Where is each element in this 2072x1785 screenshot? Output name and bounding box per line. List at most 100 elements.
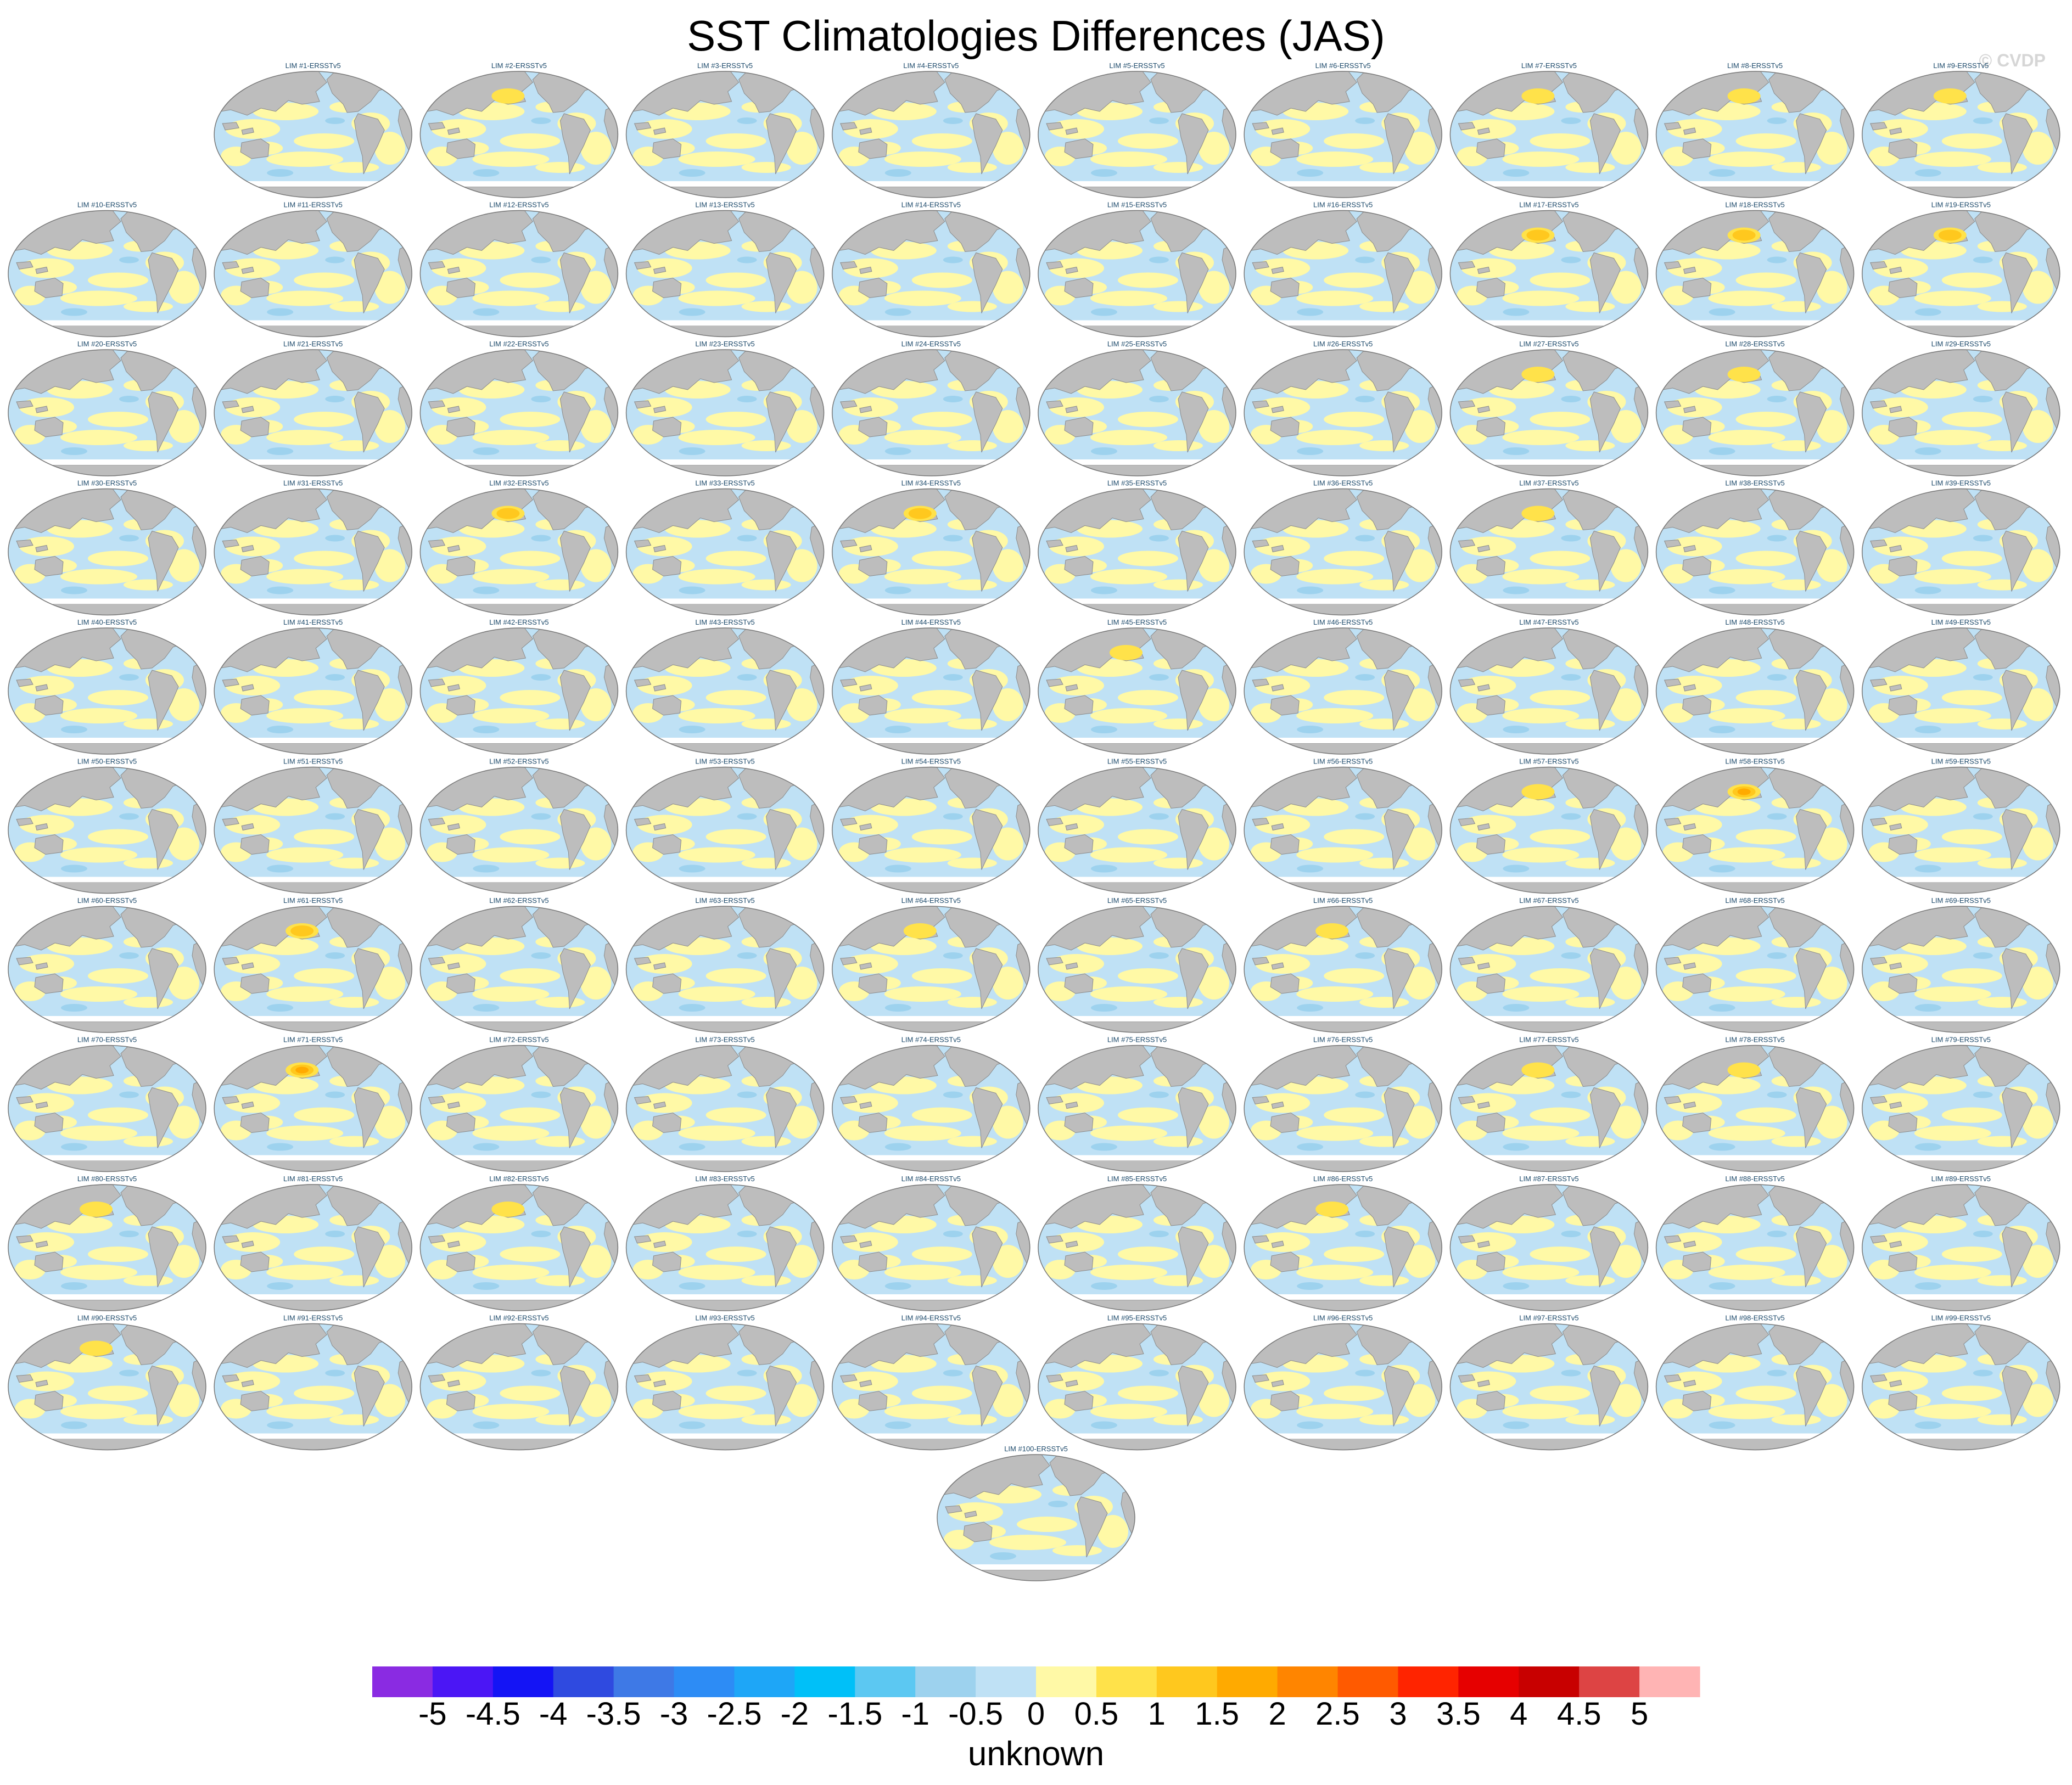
world-map — [832, 628, 1030, 754]
panel-title: LIM #62-ERSSTv5 — [489, 896, 548, 905]
panel-title: LIM #82-ERSSTv5 — [489, 1175, 548, 1183]
map-panel: LIM #1-ERSSTv5 — [214, 61, 412, 198]
warm-anomaly — [1521, 784, 1555, 800]
world-map — [1038, 1324, 1236, 1450]
map-panel: LIM #76-ERSSTv5 — [1244, 1036, 1442, 1172]
world-map — [214, 906, 412, 1032]
map-panel: LIM #40-ERSSTv5 — [8, 618, 206, 754]
world-map — [1862, 1046, 2060, 1172]
colorbar-tick-label: 3 — [1389, 1696, 1407, 1732]
warm-anomaly — [1521, 367, 1555, 382]
world-map — [1244, 767, 1442, 894]
map-panel: LIM #68-ERSSTv5 — [1656, 896, 1854, 1032]
world-map — [1862, 767, 2060, 894]
panel-title: LIM #12-ERSSTv5 — [489, 201, 548, 209]
map-panel: LIM #52-ERSSTv5 — [420, 757, 618, 894]
panel-title: LIM #42-ERSSTv5 — [489, 618, 548, 626]
world-map — [1038, 1046, 1236, 1172]
colorbar-box — [432, 1666, 494, 1697]
panel-title: LIM #6-ERSSTv5 — [1315, 61, 1371, 70]
map-panel: LIM #85-ERSSTv5 — [1038, 1175, 1236, 1311]
map-panel: LIM #33-ERSSTv5 — [626, 479, 824, 615]
warm-anomaly — [1938, 229, 1962, 241]
panel-title: LIM #23-ERSSTv5 — [695, 340, 754, 348]
world-map — [1450, 489, 1648, 615]
warm-anomaly — [1315, 1202, 1349, 1217]
panel-title: LIM #69-ERSSTv5 — [1931, 896, 1991, 905]
world-map — [1656, 1185, 1854, 1311]
world-map — [1450, 1324, 1648, 1450]
map-panel: LIM #27-ERSSTv5 — [1450, 340, 1648, 476]
map-panel: LIM #62-ERSSTv5 — [420, 896, 618, 1032]
panel-title: LIM #86-ERSSTv5 — [1313, 1175, 1373, 1183]
panel-title: LIM #87-ERSSTv5 — [1519, 1175, 1578, 1183]
world-map — [1656, 489, 1854, 615]
map-panel: LIM #53-ERSSTv5 — [626, 757, 824, 894]
panel-title: LIM #32-ERSSTv5 — [489, 479, 548, 487]
map-panel: LIM #87-ERSSTv5 — [1450, 1175, 1648, 1311]
world-map — [1862, 211, 2060, 337]
colorbar-box — [613, 1666, 675, 1697]
panel-title: LIM #85-ERSSTv5 — [1107, 1175, 1167, 1183]
world-map — [1450, 211, 1648, 337]
colorbar-tick-label: 1 — [1148, 1696, 1166, 1732]
panel-title: LIM #73-ERSSTv5 — [695, 1036, 754, 1044]
panel-title: LIM #51-ERSSTv5 — [283, 757, 343, 766]
colorbar-tick-label: -3 — [660, 1696, 688, 1732]
world-map — [1038, 71, 1236, 198]
colorbar-box — [976, 1666, 1037, 1697]
world-map — [832, 350, 1030, 476]
colorbar-tick-label: 1.5 — [1195, 1696, 1239, 1732]
panel-title: LIM #77-ERSSTv5 — [1519, 1036, 1578, 1044]
map-panel: LIM #91-ERSSTv5 — [214, 1314, 412, 1450]
warm-anomaly — [1315, 923, 1349, 939]
world-map — [1656, 71, 1854, 198]
world-map — [8, 906, 206, 1032]
panel-title: LIM #84-ERSSTv5 — [901, 1175, 961, 1183]
map-panel: LIM #46-ERSSTv5 — [1244, 618, 1442, 754]
warm-anomaly — [1110, 645, 1143, 660]
panel-title: LIM #95-ERSSTv5 — [1107, 1314, 1167, 1322]
world-map — [1450, 71, 1648, 198]
map-panel: LIM #72-ERSSTv5 — [420, 1036, 618, 1172]
panel-title: LIM #28-ERSSTv5 — [1725, 340, 1784, 348]
panel-title: LIM #8-ERSSTv5 — [1727, 61, 1783, 70]
map-panel: LIM #2-ERSSTv5 — [420, 61, 618, 198]
panel-title: LIM #98-ERSSTv5 — [1725, 1314, 1784, 1322]
map-panel: LIM #99-ERSSTv5 — [1862, 1314, 2060, 1450]
map-panel: LIM #65-ERSSTv5 — [1038, 896, 1236, 1032]
panel-title: LIM #49-ERSSTv5 — [1931, 618, 1991, 626]
map-panel: LIM #11-ERSSTv5 — [214, 201, 412, 337]
map-panel: LIM #41-ERSSTv5 — [214, 618, 412, 754]
panel-title: LIM #22-ERSSTv5 — [489, 340, 548, 348]
world-map — [1038, 767, 1236, 894]
colorbar-tick-label: -0.5 — [948, 1696, 1003, 1732]
map-panel: LIM #14-ERSSTv5 — [832, 201, 1030, 337]
panel-title: LIM #37-ERSSTv5 — [1519, 479, 1578, 487]
map-panel: LIM #82-ERSSTv5 — [420, 1175, 618, 1311]
world-map — [832, 1324, 1030, 1450]
world-map — [214, 767, 412, 894]
world-map — [1244, 211, 1442, 337]
panel-title: LIM #83-ERSSTv5 — [695, 1175, 754, 1183]
map-panel: LIM #43-ERSSTv5 — [626, 618, 824, 754]
map-panel: LIM #9-ERSSTv5 — [1862, 61, 2060, 198]
map-panel: LIM #25-ERSSTv5 — [1038, 340, 1236, 476]
panel-title: LIM #93-ERSSTv5 — [695, 1314, 754, 1322]
world-map — [420, 489, 618, 615]
panel-title: LIM #21-ERSSTv5 — [283, 340, 343, 348]
panel-title: LIM #39-ERSSTv5 — [1931, 479, 1991, 487]
panel-title: LIM #36-ERSSTv5 — [1313, 479, 1373, 487]
map-panel: LIM #57-ERSSTv5 — [1450, 757, 1648, 894]
panel-title: LIM #55-ERSSTv5 — [1107, 757, 1167, 766]
world-map — [420, 628, 618, 754]
map-panel: LIM #28-ERSSTv5 — [1656, 340, 1854, 476]
world-map — [8, 489, 206, 615]
panel-title: LIM #2-ERSSTv5 — [491, 61, 547, 70]
map-panel: LIM #75-ERSSTv5 — [1038, 1036, 1236, 1172]
map-panel: LIM #88-ERSSTv5 — [1656, 1175, 1854, 1311]
map-panel: LIM #77-ERSSTv5 — [1450, 1036, 1648, 1172]
world-map — [1862, 1185, 2060, 1311]
map-panel: LIM #97-ERSSTv5 — [1450, 1314, 1648, 1450]
map-panel: LIM #67-ERSSTv5 — [1450, 896, 1648, 1032]
